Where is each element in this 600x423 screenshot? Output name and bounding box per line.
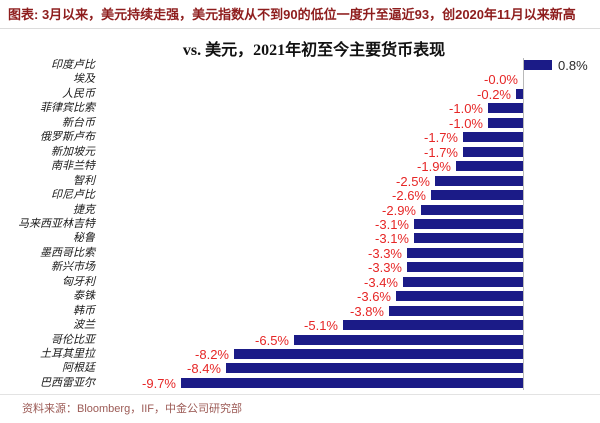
bar (294, 334, 523, 345)
bar (234, 349, 523, 359)
bar-value: -3.3% (368, 260, 402, 276)
category-label: 人民币 (62, 87, 95, 100)
source-note: 资料来源：Bloomberg，IIF，中金公司研究部 (22, 403, 243, 415)
bar (407, 262, 523, 273)
bar (407, 247, 523, 258)
category-label: 埃及 (73, 73, 95, 86)
category-label: 新加坡元 (51, 145, 95, 158)
bar-value: -1.0% (449, 115, 483, 131)
bar (463, 146, 523, 157)
category-label: 新兴市场 (51, 261, 95, 274)
bar-value: -3.8% (350, 303, 384, 319)
category-label: 阿根廷 (62, 362, 95, 375)
bar-value: -2.6% (392, 188, 426, 204)
bar (396, 291, 523, 302)
bar (414, 218, 523, 229)
category-label: 土耳其里拉 (40, 348, 95, 360)
bar (181, 377, 523, 388)
category-label: 韩币 (73, 304, 95, 317)
bar-value: -8.4% (187, 361, 221, 377)
category-label: 波兰 (73, 319, 95, 332)
footer-divider (0, 394, 600, 395)
category-label: 印尼卢比 (51, 189, 95, 202)
category-label: 印度卢比 (51, 59, 95, 71)
bar (389, 305, 523, 316)
bar (431, 190, 523, 201)
category-label: 菲律宾比索 (40, 102, 95, 115)
category-label: 匈牙利 (62, 275, 95, 288)
bar-value: -0.0% (484, 72, 518, 88)
category-label: 南非兰特 (51, 160, 95, 173)
category-label: 马来西亚林吉特 (18, 217, 95, 230)
bar-value: -9.7% (142, 375, 176, 391)
category-label: 哥伦比亚 (51, 333, 95, 346)
bar (524, 60, 552, 70)
bar-value: -1.9% (417, 159, 451, 175)
figure-caption: 图表: 3月以来，美元持续走强，美元指数从不到90的低位一度升至逼近93，创20… (8, 7, 576, 22)
category-label: 俄罗斯卢布 (40, 131, 95, 144)
bar-value: -1.7% (424, 144, 458, 160)
bar-value: -1.7% (424, 130, 458, 146)
category-label: 墨西哥比索 (40, 246, 95, 259)
category-label: 新台币 (62, 116, 95, 129)
bar (488, 103, 523, 114)
bar-value: -3.6% (357, 289, 391, 305)
bar (421, 204, 523, 215)
bar (343, 320, 523, 331)
category-label: 捷克 (73, 203, 95, 216)
bar-value: -1.0% (449, 101, 483, 117)
category-label: 秘鲁 (73, 232, 95, 245)
bar (435, 175, 523, 186)
bar (516, 88, 523, 99)
bar (226, 363, 523, 374)
caption-divider (0, 28, 600, 29)
bar-value: -3.1% (375, 231, 409, 247)
bar (456, 161, 523, 172)
bar (403, 276, 523, 287)
bar-value: -5.1% (304, 318, 338, 334)
category-label: 巴西雷亚尔 (40, 376, 95, 389)
bar-value: -8.2% (195, 347, 229, 362)
category-label: 泰铢 (73, 290, 95, 303)
bar-value: -6.5% (255, 332, 289, 348)
bar-value: -0.2% (477, 86, 511, 102)
bar (414, 233, 523, 244)
bar-value: -2.5% (396, 173, 430, 189)
bar-value: -3.1% (375, 216, 409, 232)
bar (488, 117, 523, 128)
bar-value: 0.8% (558, 58, 588, 73)
bar (463, 132, 523, 143)
bar-value: -2.9% (382, 202, 416, 218)
chart-title: vs. 美元，2021年初至今主要货币表现 (182, 42, 446, 59)
bar-value: -3.3% (368, 245, 402, 261)
category-label: 智利 (73, 174, 95, 187)
bar-value: -3.4% (364, 274, 398, 290)
zero-axis-line (523, 58, 524, 390)
